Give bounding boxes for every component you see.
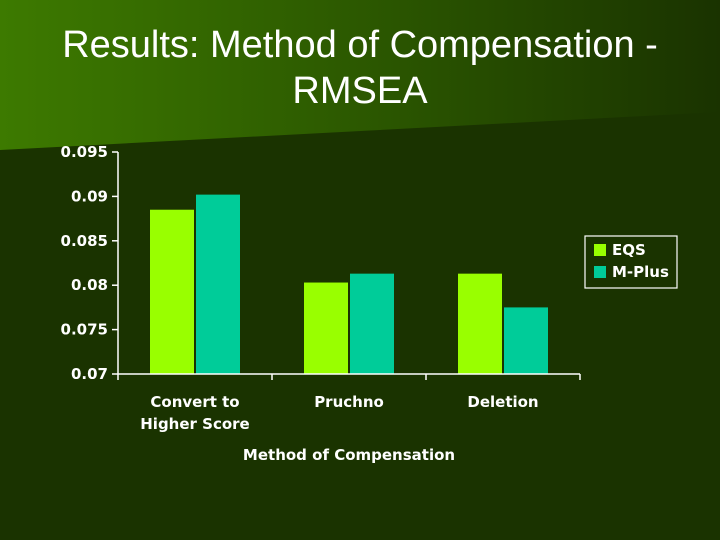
slide-title-line-2: RMSEA bbox=[292, 70, 428, 112]
bar-eqs-0 bbox=[150, 209, 194, 374]
slide-title: Results: Method of Compensation - RMSEA bbox=[0, 22, 720, 114]
x-category-label: Convert to bbox=[150, 393, 239, 411]
bar-m-plus-2 bbox=[504, 307, 548, 374]
legend-label: EQS bbox=[612, 241, 646, 259]
x-category-label: Deletion bbox=[467, 393, 538, 411]
y-tick-label: 0.07 bbox=[71, 365, 108, 383]
y-axis-ticks: 0.07 0.075 0.08 0.085 0.09 0.095 bbox=[61, 143, 118, 383]
x-axis-categories: Convert to Higher Score Pruchno Deletion bbox=[140, 393, 538, 433]
x-category-label: Higher Score bbox=[140, 415, 249, 433]
bar-eqs-2 bbox=[458, 273, 502, 374]
legend-swatch-m-plus bbox=[594, 266, 606, 278]
bar-eqs-1 bbox=[304, 282, 348, 374]
bar-m-plus-0 bbox=[196, 194, 240, 374]
y-tick-label: 0.085 bbox=[61, 232, 108, 250]
legend-box bbox=[584, 235, 678, 289]
y-tick-label: 0.08 bbox=[71, 276, 108, 294]
legend: EQS M-Plus bbox=[584, 235, 678, 289]
bar-m-plus-1 bbox=[350, 273, 394, 374]
slide-title-line-1: Results: Method of Compensation - bbox=[62, 24, 658, 66]
header-band bbox=[0, 0, 720, 150]
y-tick-label: 0.075 bbox=[61, 321, 108, 339]
bars bbox=[150, 194, 548, 374]
legend-label: M-Plus bbox=[612, 263, 669, 281]
x-category-label: Pruchno bbox=[314, 393, 384, 411]
y-tick-label: 0.095 bbox=[61, 143, 108, 161]
axes bbox=[117, 152, 581, 380]
legend-swatch-eqs bbox=[594, 244, 606, 256]
y-tick-label: 0.09 bbox=[71, 187, 108, 205]
x-axis-title: Method of Compensation bbox=[243, 446, 455, 464]
